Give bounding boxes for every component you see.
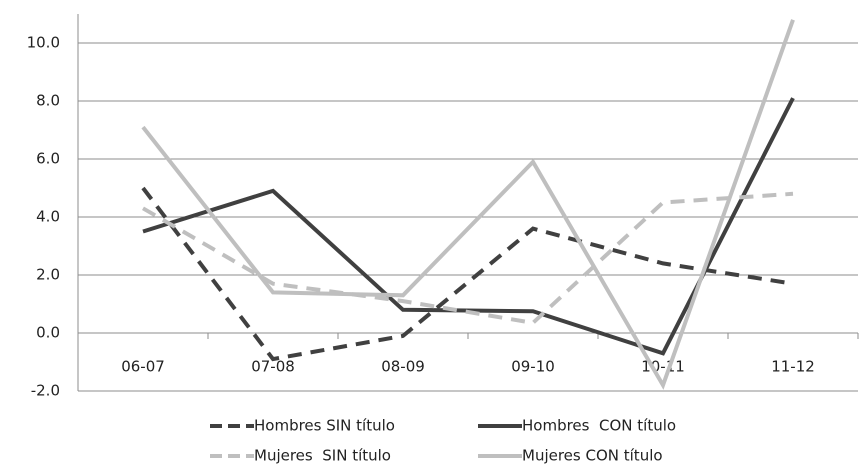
y-tick-label: 8.0 (36, 92, 60, 110)
x-tick-label: 10-11 (641, 358, 685, 376)
legend-label: Hombres CON título (522, 417, 676, 435)
legend-label: Mujeres SIN título (254, 447, 391, 465)
y-tick-label: 10.0 (27, 34, 60, 52)
x-tick-label: 09-10 (511, 358, 555, 376)
x-tick-label: 11-12 (771, 358, 815, 376)
series-line (141, 186, 794, 362)
y-tick-label: 2.0 (36, 266, 60, 284)
x-tick-label: 07-08 (251, 358, 295, 376)
series-line (141, 191, 794, 325)
y-tick-label: 6.0 (36, 150, 60, 168)
x-tick-label: 08-09 (381, 358, 425, 376)
series-line (142, 97, 795, 356)
legend-label: Mujeres CON título (522, 447, 663, 465)
x-tick-label: 06-07 (121, 358, 165, 376)
y-tick-label: -2.0 (31, 382, 60, 400)
series-line (141, 19, 795, 390)
y-tick-label: 0.0 (36, 324, 60, 342)
legend-label: Hombres SIN título (254, 417, 395, 435)
y-tick-label: 4.0 (36, 208, 60, 226)
